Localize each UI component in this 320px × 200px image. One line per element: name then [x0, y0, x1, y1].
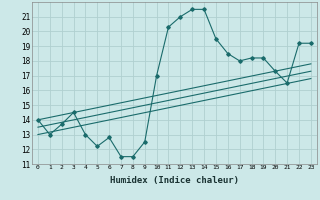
X-axis label: Humidex (Indice chaleur): Humidex (Indice chaleur) — [110, 176, 239, 185]
